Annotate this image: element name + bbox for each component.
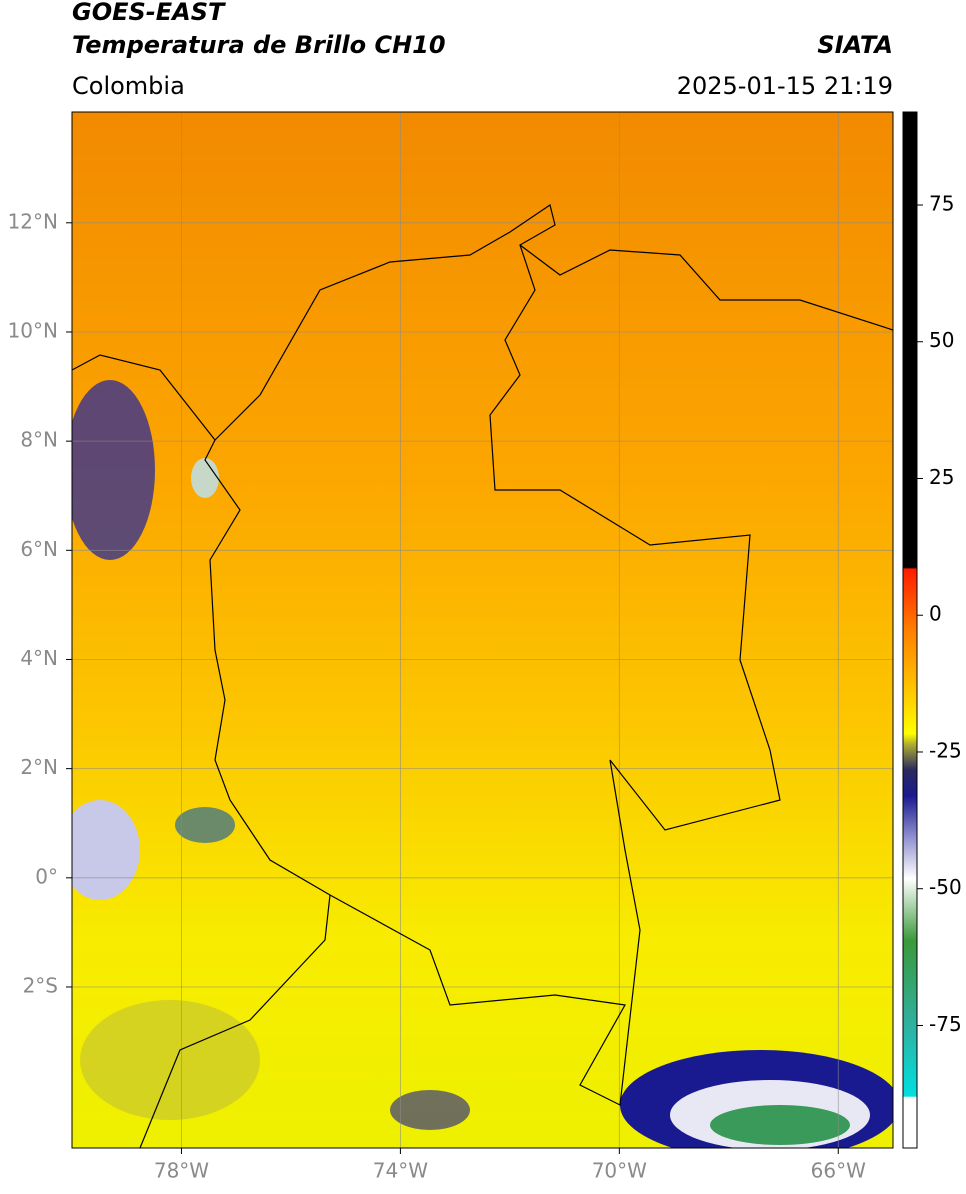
- source: GOES-EAST: [72, 0, 226, 26]
- lon-tick-label: 70°W: [592, 1159, 647, 1183]
- colorbar-tick-label: 50: [929, 328, 954, 352]
- colorbar: [902, 111, 918, 1149]
- datetime: 2025-01-15 21:19: [677, 72, 893, 100]
- lat-tick-label: 2°S: [23, 973, 58, 997]
- colorbar-tick-label: -50: [929, 875, 962, 899]
- title: Temperatura de Brillo CH10: [72, 31, 446, 59]
- lat-tick-label: 2°N: [20, 755, 58, 779]
- lat-tick-label: 6°N: [20, 537, 58, 561]
- lon-tick-label: 78°W: [154, 1159, 209, 1183]
- lat-tick-label: 4°N: [20, 646, 58, 670]
- lon-tick-label: 66°W: [811, 1159, 866, 1183]
- colorbar-tick-label: -25: [929, 738, 962, 762]
- colorbar-tick-label: 25: [929, 465, 954, 489]
- lat-tick-label: 8°N: [20, 428, 58, 452]
- map-frame: [71, 111, 894, 1149]
- map-image: [72, 112, 893, 1148]
- region: Colombia: [72, 72, 185, 100]
- country-border: [204, 204, 781, 1106]
- colorbar-tick-label: -75: [929, 1012, 962, 1036]
- agency: SIATA: [817, 31, 893, 59]
- colorbar-tick-label: 75: [929, 191, 954, 215]
- lat-tick-label: 10°N: [8, 318, 58, 342]
- colorbar-tick-label: 0: [929, 602, 942, 626]
- coastline: [72, 244, 893, 1148]
- lat-tick-label: 0°: [35, 864, 58, 888]
- lon-tick-label: 74°W: [373, 1159, 428, 1183]
- lat-tick-label: 12°N: [8, 209, 58, 233]
